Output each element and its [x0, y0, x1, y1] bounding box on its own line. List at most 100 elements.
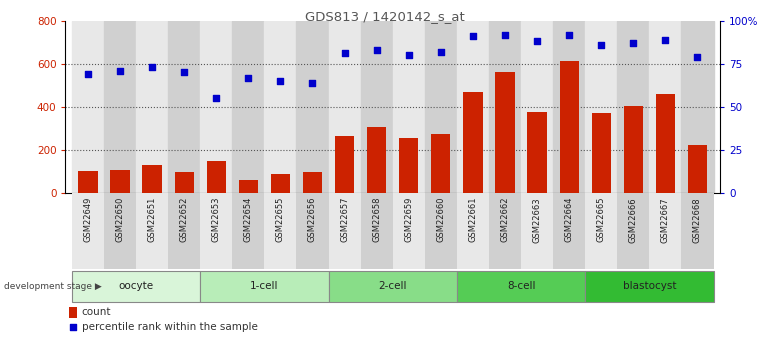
Bar: [233, 21, 264, 193]
Bar: [464, 92, 483, 193]
Point: [434, 49, 447, 55]
Point: [403, 52, 415, 58]
Bar: [104, 193, 136, 269]
Point: [146, 65, 159, 70]
Point: [114, 68, 126, 73]
Bar: [553, 21, 585, 193]
Text: GSM22665: GSM22665: [597, 197, 606, 243]
Bar: [618, 21, 649, 193]
Bar: [560, 61, 579, 193]
Point: [467, 33, 479, 39]
Bar: [489, 21, 521, 193]
Point: [242, 75, 254, 80]
Bar: [296, 193, 329, 269]
Bar: [239, 180, 258, 193]
Bar: [79, 170, 98, 193]
Bar: [656, 94, 675, 193]
Text: percentile rank within the sample: percentile rank within the sample: [82, 322, 258, 332]
Bar: [425, 21, 457, 193]
Text: GSM22655: GSM22655: [276, 197, 285, 243]
Text: blastocyst: blastocyst: [623, 281, 676, 290]
Point: [627, 40, 639, 46]
Point: [338, 51, 350, 56]
Bar: [457, 193, 489, 269]
Bar: [175, 171, 194, 193]
Bar: [264, 21, 296, 193]
Bar: [69, 307, 76, 317]
Bar: [585, 21, 618, 193]
Bar: [495, 72, 514, 193]
Bar: [688, 145, 707, 193]
Text: GSM22649: GSM22649: [83, 197, 92, 243]
Bar: [393, 21, 425, 193]
Bar: [335, 136, 354, 193]
Bar: [360, 193, 393, 269]
Text: GSM22652: GSM22652: [179, 197, 189, 243]
Point: [595, 42, 608, 48]
Bar: [264, 193, 296, 269]
Bar: [168, 21, 200, 193]
Bar: [399, 138, 418, 193]
Bar: [457, 21, 489, 193]
Text: GSM22667: GSM22667: [661, 197, 670, 243]
Bar: [296, 21, 329, 193]
Point: [82, 71, 94, 77]
Bar: [271, 174, 290, 193]
Text: count: count: [82, 307, 112, 317]
Bar: [553, 193, 585, 269]
Bar: [233, 193, 264, 269]
Bar: [329, 193, 360, 269]
Bar: [329, 271, 457, 302]
Point: [691, 54, 704, 60]
Text: 8-cell: 8-cell: [507, 281, 535, 290]
Bar: [649, 21, 681, 193]
Bar: [329, 21, 360, 193]
Bar: [457, 271, 585, 302]
Text: development stage ▶: development stage ▶: [4, 282, 102, 291]
Bar: [425, 193, 457, 269]
Point: [66, 324, 79, 330]
Point: [370, 47, 383, 53]
Bar: [136, 21, 168, 193]
Text: oocyte: oocyte: [119, 281, 153, 290]
Point: [563, 32, 575, 37]
Point: [210, 96, 223, 101]
Bar: [72, 193, 104, 269]
Text: GSM22651: GSM22651: [148, 197, 156, 243]
Bar: [200, 271, 329, 302]
Point: [531, 39, 543, 44]
Bar: [585, 271, 714, 302]
Bar: [489, 193, 521, 269]
Bar: [521, 193, 553, 269]
Text: GSM22663: GSM22663: [533, 197, 541, 243]
Bar: [168, 193, 200, 269]
Text: GSM22658: GSM22658: [372, 197, 381, 243]
Text: GSM22660: GSM22660: [437, 197, 445, 243]
Bar: [649, 193, 681, 269]
Text: GSM22664: GSM22664: [564, 197, 574, 243]
Text: GSM22668: GSM22668: [693, 197, 702, 243]
Bar: [72, 21, 104, 193]
Bar: [104, 21, 136, 193]
Bar: [393, 193, 425, 269]
Bar: [367, 127, 387, 193]
Text: GSM22653: GSM22653: [212, 197, 221, 243]
Text: GSM22662: GSM22662: [500, 197, 510, 243]
Text: GSM22659: GSM22659: [404, 197, 413, 243]
Bar: [585, 193, 618, 269]
Text: GSM22666: GSM22666: [629, 197, 638, 243]
Bar: [618, 193, 649, 269]
Bar: [136, 193, 168, 269]
Point: [178, 70, 190, 75]
Text: GSM22656: GSM22656: [308, 197, 317, 243]
Text: GSM22661: GSM22661: [468, 197, 477, 243]
Bar: [206, 161, 226, 193]
Text: GSM22657: GSM22657: [340, 197, 349, 243]
Point: [306, 80, 319, 86]
Text: GSM22654: GSM22654: [244, 197, 253, 243]
Text: 2-cell: 2-cell: [378, 281, 407, 290]
Bar: [142, 165, 162, 193]
Bar: [200, 193, 233, 269]
Text: GSM22650: GSM22650: [116, 197, 125, 243]
Bar: [200, 21, 233, 193]
